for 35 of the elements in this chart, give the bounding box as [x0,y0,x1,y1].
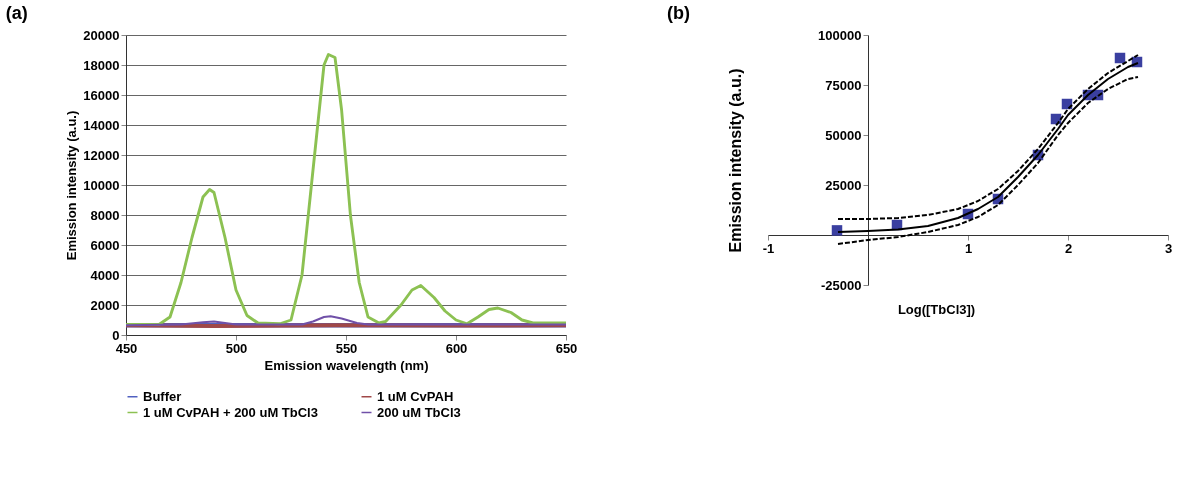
x-tick-label: 2 [1064,240,1073,256]
y-axis-title: Emission intensity (a.u.) [726,68,744,253]
y-tick-label: -25000 [821,277,862,293]
y-tick-label: 16000 [83,87,120,103]
y-tick-label: 4000 [90,267,120,283]
x-tick-label: 650 [555,340,578,356]
y-tick-label: 0 [112,327,120,343]
x-axis-title: Emission wavelength (nm) [264,357,429,373]
x-tick-label: 1 [964,240,973,256]
x-tick-label: 550 [335,340,358,356]
y-tick-label: 8000 [90,207,120,223]
y-tick-label: 20000 [83,27,120,43]
x-tick-label: 3 [1164,240,1173,256]
x-axis-title: Log([TbCl3]) [897,301,976,317]
legend-label: 200 uM TbCl3 [377,404,461,420]
y-axis-title: Emission intensity (a.u.) [64,110,80,261]
legend-label: 1 uM CvPAH + 200 uM TbCl3 [143,404,318,420]
y-tick-label: 25000 [825,177,862,193]
y-tick-label: 100000 [818,27,862,43]
chart-title: (a) [5,3,28,23]
x-tick-label: 600 [445,340,468,356]
y-tick-label: 6000 [90,237,120,253]
y-tick-label: 10000 [83,177,120,193]
y-tick-label: 2000 [90,297,120,313]
legend-label: 1 uM CvPAH [377,388,454,404]
x-tick-label: -1 [762,240,775,256]
y-tick-label: 12000 [83,147,120,163]
y-tick-label: 50000 [825,127,862,143]
y-tick-label: 18000 [83,57,120,73]
chart-title: (b) [667,3,690,23]
y-tick-label: 14000 [83,117,120,133]
x-tick-label: 500 [225,340,248,356]
legend-label: Buffer [143,388,182,404]
y-tick-label: 75000 [825,77,862,93]
x-tick-label: 450 [115,340,138,356]
